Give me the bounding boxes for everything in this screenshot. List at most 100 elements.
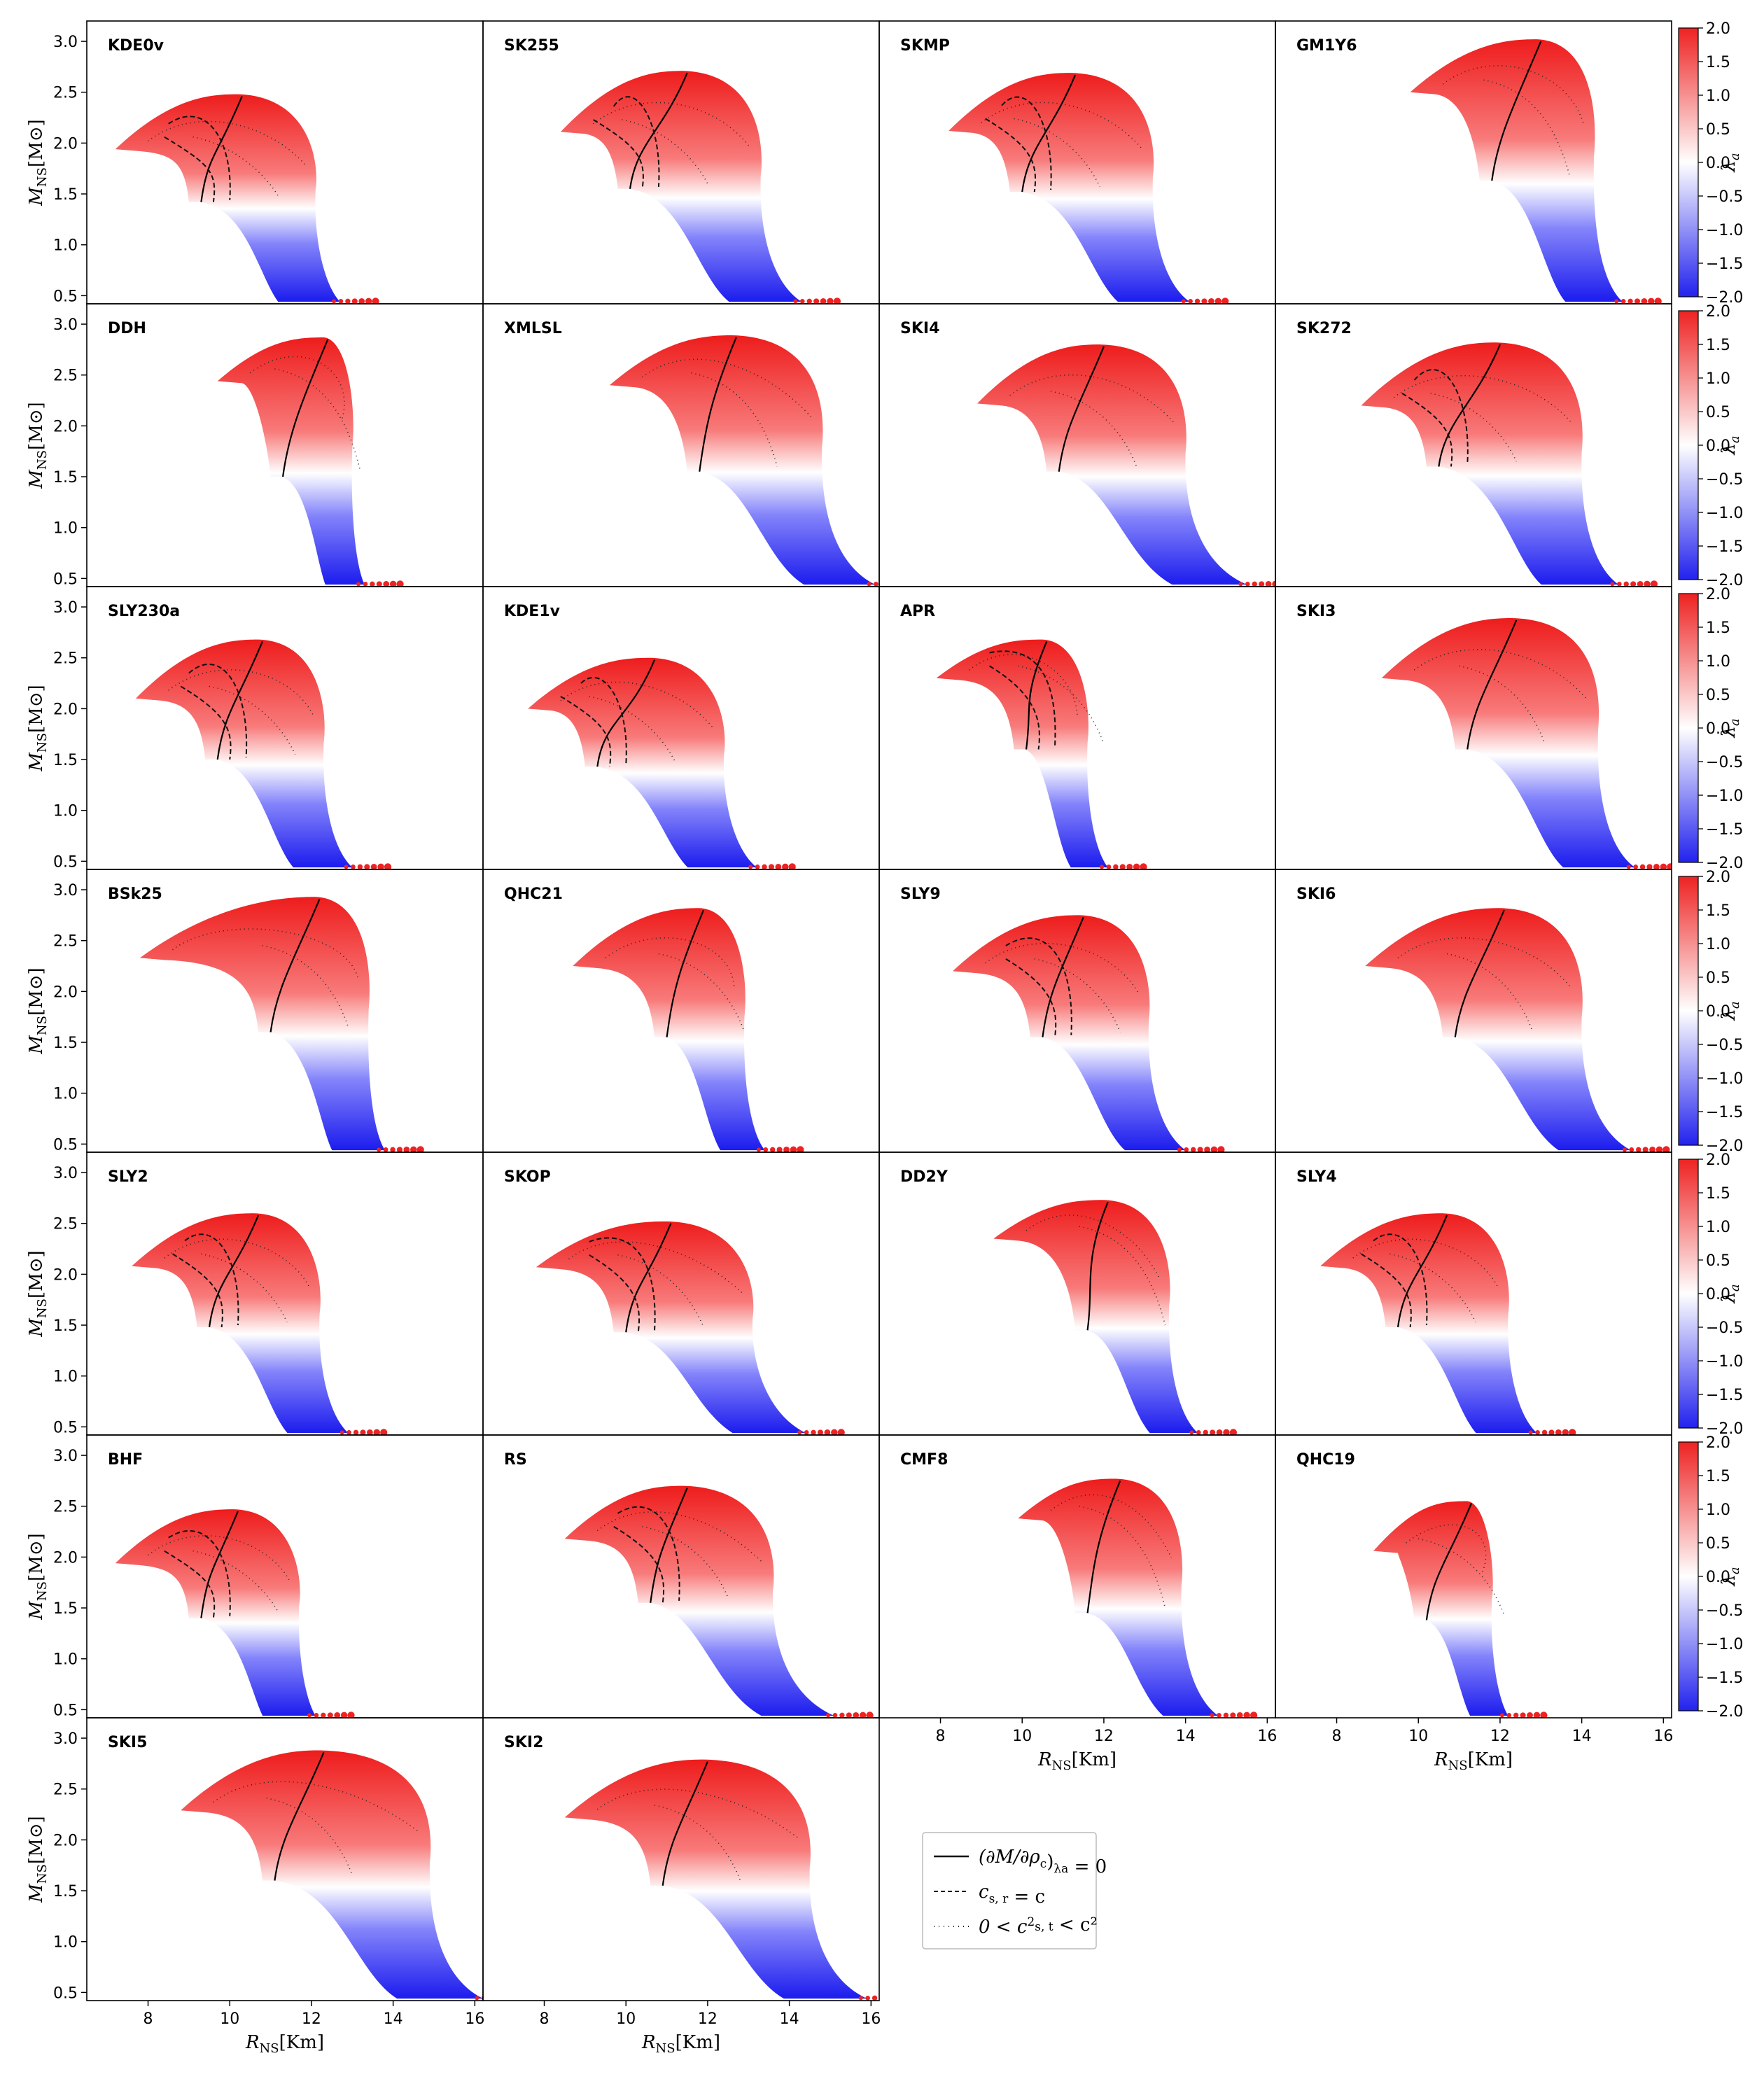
panel-bhf: BHF 0.5 1.0 1.5 2.0 2.5 3.0 xyxy=(53,1434,484,1719)
panel-bsk25: BSk25 0.5 1.0 1.5 2.0 2.5 3.0 xyxy=(53,869,484,1154)
low-mass-marker xyxy=(358,298,365,304)
x-tick-label: 10 xyxy=(616,2010,636,2028)
y-tick-label: 0.5 xyxy=(53,1984,78,2002)
y-axis-label: MNS[M⊙] xyxy=(26,402,50,489)
low-mass-marker xyxy=(1126,863,1133,869)
colorbar-tick-label: −2.0 xyxy=(1706,1138,1743,1155)
low-mass-marker xyxy=(314,1713,319,1718)
y-tick-label: 2.0 xyxy=(53,418,78,435)
low-mass-marker xyxy=(370,581,375,587)
mass-radius-region xyxy=(953,915,1186,1151)
low-mass-marker xyxy=(763,1147,769,1152)
plot-area xyxy=(217,337,404,587)
low-mass-marker xyxy=(833,298,841,304)
low-mass-marker xyxy=(377,1147,382,1152)
colorbar-tick-label: −0.5 xyxy=(1706,188,1743,206)
low-mass-marker xyxy=(321,1712,326,1718)
low-mass-marker xyxy=(1204,1146,1210,1152)
radial-sound-dashed-inner xyxy=(172,1253,223,1328)
panel-sly4: SLY4 xyxy=(1275,1152,1672,1436)
low-mass-marker xyxy=(364,864,370,869)
x-tick-label: 10 xyxy=(220,2010,239,2028)
panel-title: APR xyxy=(900,603,935,620)
low-mass-marker xyxy=(1667,863,1672,869)
transverse-sound-dotted-inner xyxy=(589,696,676,762)
low-mass-marker xyxy=(886,1995,892,2001)
low-mass-marker xyxy=(344,864,349,869)
low-mass-marker xyxy=(1499,1713,1504,1718)
colorbar-tick-label: 1.5 xyxy=(1706,1468,1730,1485)
low-mass-marker xyxy=(872,1995,878,2001)
y-tick-label: 0.5 xyxy=(53,1136,78,1154)
low-mass-marker xyxy=(1642,1147,1648,1152)
panel-title: CMF8 xyxy=(900,1451,948,1469)
low-mass-marker xyxy=(846,1712,852,1718)
low-mass-marker xyxy=(1188,299,1193,304)
x-tick-label: 8 xyxy=(540,2010,550,2028)
colorbar-tick-label: −0.5 xyxy=(1706,1320,1743,1337)
low-mass-marker xyxy=(1223,1429,1230,1435)
stability-solid-line xyxy=(625,1223,672,1333)
radial-sound-dashed-line xyxy=(1373,1233,1428,1326)
colorbar-tick-label: 1.0 xyxy=(1706,1502,1730,1519)
plot-area xyxy=(573,908,804,1152)
radial-sound-dashed-line xyxy=(1413,369,1469,465)
panel-dd2y: DD2Y xyxy=(878,1152,1276,1436)
low-mass-marker xyxy=(1630,581,1637,587)
colorbar-gradient xyxy=(1678,1441,1699,1712)
y-tick-label: 3.0 xyxy=(53,1730,78,1748)
low-mass-marker xyxy=(1181,299,1186,304)
low-mass-marker xyxy=(396,1147,403,1152)
colorbar-tick-label: 0.5 xyxy=(1706,1535,1730,1553)
mass-radius-region xyxy=(609,335,876,585)
low-mass-marker xyxy=(793,299,798,304)
low-mass-marker xyxy=(770,1147,776,1152)
panel-title: SK255 xyxy=(504,37,559,55)
colorbar-tick-label: 1.0 xyxy=(1706,88,1730,105)
low-mass-marker xyxy=(1654,298,1662,304)
mass-radius-region xyxy=(948,73,1190,302)
transverse-sound-dotted-inner xyxy=(274,368,361,472)
panel-title: SLY4 xyxy=(1296,1168,1337,1186)
low-mass-marker xyxy=(372,298,379,304)
y-tick-label: 0.5 xyxy=(53,1419,78,1436)
colorbar-tick-label: 2.0 xyxy=(1706,20,1730,38)
low-mass-marker xyxy=(1629,1147,1634,1152)
plot-area xyxy=(1018,1478,1258,1718)
transverse-sound-dotted-inner xyxy=(622,119,708,184)
plot-area xyxy=(115,94,379,304)
low-mass-marker xyxy=(1236,1712,1243,1718)
low-mass-marker xyxy=(1626,864,1631,869)
low-mass-marker xyxy=(1265,580,1272,587)
low-mass-marker xyxy=(1540,1712,1548,1718)
plot-area xyxy=(977,344,1275,587)
low-mass-marker xyxy=(1106,864,1112,869)
low-mass-marker xyxy=(782,863,789,869)
low-mass-marker xyxy=(377,863,384,869)
colorbar: 2.0 1.5 1.0 0.5 0.0 −0.5 −1.0 −1.5 −2.0 λa xyxy=(1678,303,1743,589)
low-mass-marker xyxy=(356,582,361,587)
low-mass-marker xyxy=(1214,298,1222,304)
colorbar-tick-label: 1.5 xyxy=(1706,337,1730,354)
panel-title: QHC19 xyxy=(1296,1451,1355,1469)
radial-sound-dashed-line xyxy=(989,650,1056,748)
low-mass-marker xyxy=(1208,298,1214,304)
colorbar-tick-label: 1.5 xyxy=(1706,1185,1730,1203)
axes-labels-layer: RNS[Km] RNS[Km] RNS[Km] RNS[Km] MNS[M⊙] MNS[M… xyxy=(26,119,1513,2056)
x-tick-label: 12 xyxy=(302,2010,321,2028)
stability-solid-line xyxy=(666,909,705,1037)
plot-area xyxy=(1381,618,1672,869)
stability-solid-line xyxy=(200,1511,239,1618)
low-mass-marker xyxy=(804,1430,809,1435)
radial-sound-dashed-inner xyxy=(164,136,216,202)
colorbar-label: λa xyxy=(1718,153,1742,172)
colorbar-tick-label: 1.5 xyxy=(1706,54,1730,71)
panel-title: RS xyxy=(504,1451,527,1469)
plot-area xyxy=(136,639,392,869)
y-tick-label: 1.5 xyxy=(53,1600,78,1618)
colorbar: 2.0 1.5 1.0 0.5 0.0 −0.5 −1.0 −1.5 −2.0 λa xyxy=(1678,869,1743,1155)
low-mass-marker xyxy=(826,1713,831,1718)
panel-ski2: SKI2 8 10 12 14 16 xyxy=(482,1717,892,2028)
low-mass-marker xyxy=(865,1996,871,2001)
panel-skmp: SKMP xyxy=(878,20,1276,304)
